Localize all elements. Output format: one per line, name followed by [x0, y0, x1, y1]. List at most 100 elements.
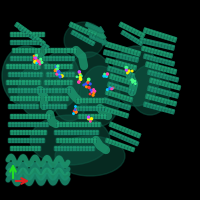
- Circle shape: [73, 110, 75, 112]
- Polygon shape: [139, 38, 175, 50]
- Circle shape: [79, 73, 81, 75]
- Polygon shape: [105, 42, 141, 56]
- Ellipse shape: [80, 66, 120, 126]
- Circle shape: [128, 70, 130, 72]
- Circle shape: [111, 88, 113, 90]
- Circle shape: [35, 57, 37, 59]
- Circle shape: [109, 87, 111, 89]
- Polygon shape: [46, 72, 74, 76]
- Polygon shape: [121, 30, 143, 46]
- Polygon shape: [44, 96, 68, 100]
- Polygon shape: [10, 40, 42, 44]
- Polygon shape: [143, 54, 175, 66]
- Polygon shape: [105, 138, 135, 152]
- Circle shape: [74, 109, 76, 111]
- Polygon shape: [71, 30, 95, 46]
- Circle shape: [132, 82, 133, 83]
- Circle shape: [88, 87, 90, 89]
- Polygon shape: [141, 46, 173, 58]
- Polygon shape: [8, 138, 44, 142]
- Circle shape: [59, 76, 61, 78]
- Circle shape: [125, 66, 127, 69]
- Circle shape: [88, 78, 90, 81]
- Polygon shape: [10, 96, 40, 100]
- Polygon shape: [109, 130, 139, 146]
- Circle shape: [75, 111, 77, 113]
- Ellipse shape: [18, 62, 62, 118]
- Polygon shape: [12, 48, 40, 52]
- Polygon shape: [101, 106, 129, 118]
- Circle shape: [90, 118, 93, 120]
- Circle shape: [33, 58, 35, 60]
- Polygon shape: [10, 56, 38, 60]
- Polygon shape: [10, 146, 40, 150]
- Polygon shape: [87, 28, 106, 39]
- Circle shape: [111, 88, 113, 89]
- Circle shape: [106, 75, 108, 77]
- Circle shape: [86, 86, 87, 88]
- Circle shape: [132, 70, 133, 72]
- Polygon shape: [145, 94, 177, 106]
- Circle shape: [75, 111, 77, 113]
- Circle shape: [33, 55, 35, 57]
- Circle shape: [104, 73, 105, 75]
- Polygon shape: [10, 130, 46, 134]
- Polygon shape: [8, 88, 42, 92]
- Circle shape: [135, 83, 136, 84]
- Circle shape: [83, 84, 84, 86]
- Polygon shape: [44, 64, 72, 68]
- Ellipse shape: [30, 115, 110, 165]
- Circle shape: [58, 74, 60, 75]
- Circle shape: [103, 75, 105, 77]
- Circle shape: [56, 73, 58, 75]
- Polygon shape: [147, 86, 179, 98]
- Circle shape: [39, 61, 40, 62]
- Circle shape: [34, 57, 36, 59]
- Circle shape: [134, 81, 135, 82]
- Circle shape: [36, 60, 38, 61]
- Polygon shape: [69, 22, 97, 38]
- Polygon shape: [19, 27, 49, 49]
- Circle shape: [78, 71, 80, 73]
- Ellipse shape: [130, 65, 170, 115]
- Polygon shape: [147, 70, 179, 82]
- Polygon shape: [8, 104, 38, 108]
- Circle shape: [89, 83, 91, 85]
- Circle shape: [87, 82, 88, 84]
- Polygon shape: [149, 78, 181, 90]
- Circle shape: [38, 60, 40, 62]
- Polygon shape: [15, 22, 45, 46]
- Circle shape: [39, 63, 41, 65]
- Circle shape: [131, 79, 133, 81]
- Polygon shape: [105, 58, 137, 70]
- Circle shape: [132, 80, 133, 81]
- Circle shape: [127, 72, 128, 74]
- Circle shape: [76, 76, 77, 77]
- Circle shape: [90, 121, 91, 122]
- Circle shape: [40, 58, 42, 60]
- Polygon shape: [44, 48, 76, 52]
- Circle shape: [85, 83, 87, 85]
- Polygon shape: [44, 80, 72, 84]
- Polygon shape: [54, 130, 98, 134]
- Circle shape: [93, 89, 94, 90]
- Circle shape: [126, 69, 127, 71]
- Polygon shape: [8, 122, 48, 126]
- Circle shape: [58, 71, 60, 73]
- Polygon shape: [143, 102, 175, 114]
- Circle shape: [36, 62, 37, 64]
- Polygon shape: [89, 35, 108, 45]
- Polygon shape: [145, 62, 177, 74]
- Polygon shape: [109, 74, 137, 86]
- Polygon shape: [119, 22, 145, 38]
- Polygon shape: [54, 146, 94, 150]
- Polygon shape: [76, 98, 104, 102]
- Circle shape: [89, 119, 91, 121]
- Circle shape: [75, 109, 76, 110]
- Circle shape: [55, 69, 57, 71]
- Polygon shape: [107, 82, 135, 94]
- Circle shape: [75, 106, 76, 107]
- Circle shape: [87, 82, 89, 84]
- Ellipse shape: [68, 52, 112, 108]
- Polygon shape: [42, 88, 70, 92]
